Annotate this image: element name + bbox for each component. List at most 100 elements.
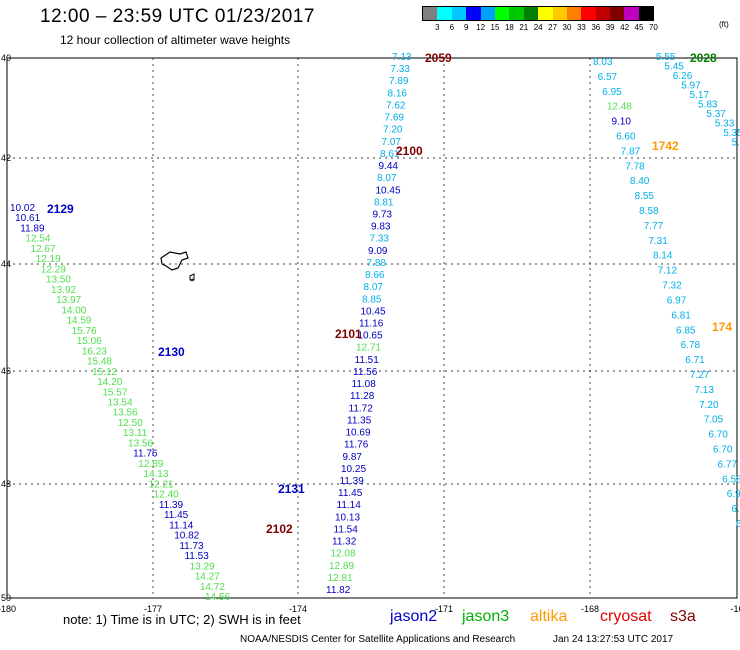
track-b-value: 11.45: [338, 488, 363, 499]
track-c-value: 8.03: [593, 57, 613, 68]
track-d-value: 5.37: [706, 109, 726, 120]
track-a-value: 11.45: [164, 510, 189, 521]
color-swatch: [624, 7, 639, 20]
track-d-value: 5.35: [723, 128, 740, 139]
track-a-value: 14.13: [143, 469, 168, 480]
color-swatch: [494, 7, 510, 20]
track-a-value: 15.12: [92, 367, 117, 378]
track-a-value: 16.23: [82, 346, 107, 357]
x-tick-label: -171: [435, 604, 453, 614]
note-text: note: 1) Time is in UTC; 2) SWH is in fe…: [63, 612, 301, 627]
track-a-value: 13.11: [123, 428, 148, 439]
color-scale-label: 18: [504, 23, 514, 32]
track-c-value: 6.6: [736, 519, 740, 530]
color-scale-swatches: [422, 6, 655, 21]
track-a-value: 15.06: [77, 336, 102, 347]
pass-time-label: 174: [712, 320, 732, 334]
track-b-value: 8.85: [362, 294, 382, 305]
track-c-value: 7.27: [690, 370, 710, 381]
color-scale-label: 21: [519, 23, 529, 32]
color-scale-label: 27: [548, 23, 558, 32]
map-title: 12:00 – 23:59 UTC 01/23/2017: [40, 6, 315, 27]
track-c-value: 6.70: [713, 444, 733, 455]
track-b-value: 8.66: [365, 270, 385, 281]
color-scale-label: 3: [435, 23, 440, 32]
track-a-value: 15.57: [102, 387, 127, 398]
track-b-value: 9.44: [379, 161, 399, 172]
track-a-value: 12.21: [149, 479, 174, 490]
track-d-value: 5.45: [664, 62, 684, 73]
track-c-value: 6.91: [727, 489, 740, 500]
track-c-value: 6.57: [598, 72, 618, 83]
track-c-value: 6.97: [667, 295, 687, 306]
track-d-value: 5.55: [656, 52, 676, 63]
x-tick-label: -177: [144, 604, 162, 614]
x-tick-label: -174: [289, 604, 307, 614]
pass-time-label: 2059: [425, 51, 452, 65]
track-a-value: 12.50: [118, 418, 143, 429]
track-b-value: 8.16: [388, 88, 408, 99]
track-a-value: 13.54: [108, 398, 133, 409]
track-b-value: 7.89: [389, 76, 409, 87]
track-b-value: 10.25: [341, 464, 366, 475]
color-scale-label: 33: [576, 23, 586, 32]
track-a-value: 12.67: [31, 244, 56, 255]
track-d-value: 5.97: [681, 81, 701, 92]
track-c-value: 6.77: [718, 459, 738, 470]
legend-s3a: s3a: [670, 608, 696, 625]
pass-time-label: 2028: [690, 51, 717, 65]
track-b-value: 10.69: [346, 428, 371, 439]
track-a-value: 11.39: [159, 500, 184, 511]
track-a-value: 13.56: [113, 408, 138, 419]
color-scale-label: 15: [490, 23, 500, 32]
track-a-value: 13.56: [128, 438, 153, 449]
track-b-value: 8.07: [377, 173, 397, 184]
track-b-value: 9.09: [368, 246, 388, 257]
legend-jason3: jason3: [462, 608, 510, 625]
track-c-value: 6.59: [731, 504, 740, 515]
track-d-value: 5.: [732, 138, 740, 149]
color-swatch: [595, 7, 611, 20]
track-b-value: 7.07: [382, 137, 402, 148]
color-swatch: [538, 7, 553, 20]
color-scale-label: 70: [648, 23, 658, 32]
island-icon: [158, 246, 198, 291]
track-c-value: 12.48: [607, 102, 632, 113]
track-b-value: 7.33: [391, 64, 411, 75]
track-c-value: 6.71: [685, 355, 705, 366]
track-c-value: 6.60: [616, 132, 636, 143]
track-b-value: 12.08: [331, 549, 356, 560]
color-scale-labels: 3 6 9 12 15 18 21 24 27 30 33 36 39 42 45 70: [422, 21, 658, 33]
track-a-value: 13.29: [190, 561, 215, 572]
color-scale-label: 24: [533, 23, 543, 32]
track-d-value: 5.33: [715, 119, 735, 130]
color-swatch: [581, 7, 596, 20]
color-swatch: [552, 7, 567, 20]
color-scale-label: 9: [463, 23, 469, 32]
color-swatch: [423, 7, 438, 20]
track-b-value: 10.65: [358, 331, 383, 342]
track-b-value: 7.88: [367, 258, 387, 269]
track-c-value: 7.31: [648, 236, 668, 247]
color-swatch: [480, 7, 495, 20]
track-c-value: 7.32: [662, 281, 682, 292]
track-a-value: 11.14: [169, 520, 194, 531]
color-swatch: [437, 7, 452, 20]
legend-cryosat: cryosat: [600, 608, 652, 625]
track-b-value: 7.62: [386, 100, 406, 111]
track-b-value: 10.45: [361, 306, 386, 317]
track-c-value: 6.58: [722, 474, 740, 485]
track-c-value: 8.55: [635, 191, 655, 202]
track-b-value: 9.87: [343, 452, 363, 463]
x-tick-label: -168: [581, 604, 599, 614]
track-b-value: 12.71: [356, 343, 381, 354]
track-b-value: 11.72: [349, 403, 374, 414]
track-a-value: 14.20: [97, 377, 122, 388]
track-a-value: 14.56: [205, 592, 230, 603]
pass-time-label: 2101: [335, 327, 362, 341]
track-c-value: 8.40: [630, 176, 650, 187]
track-c-value: 7.13: [694, 385, 714, 396]
track-a-value: 14.00: [61, 305, 86, 316]
track-b-value: 7.33: [370, 234, 390, 245]
